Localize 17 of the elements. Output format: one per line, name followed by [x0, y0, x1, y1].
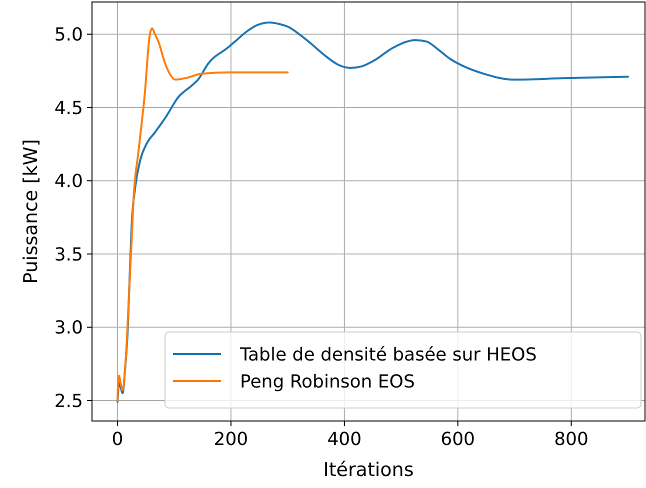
y-axis-title: Puissance [kW]	[20, 139, 42, 284]
x-tick-label: 600	[440, 429, 476, 450]
line-series	[116, 27, 289, 402]
y-tick-label: 5.0	[54, 24, 83, 46]
y-tick-label: 4.0	[54, 171, 83, 192]
x-tick-label: 200	[214, 429, 248, 450]
y-tick-label: 3.5	[54, 244, 83, 266]
x-axis-title: Itérations	[323, 459, 414, 481]
y-tick-label: 3.0	[54, 318, 83, 339]
x-tick-label: 400	[327, 429, 362, 450]
y-tick-label: 4.5	[54, 98, 83, 119]
legend-label: Table de densité basée sur HEOS	[239, 344, 537, 366]
line-series	[116, 22, 629, 403]
x-tick-label: 800	[554, 429, 588, 450]
x-tick-label: 0	[112, 429, 124, 450]
legend-label: Peng Robinson EOS	[240, 372, 415, 392]
y-tick-label: 2.5	[54, 390, 83, 412]
